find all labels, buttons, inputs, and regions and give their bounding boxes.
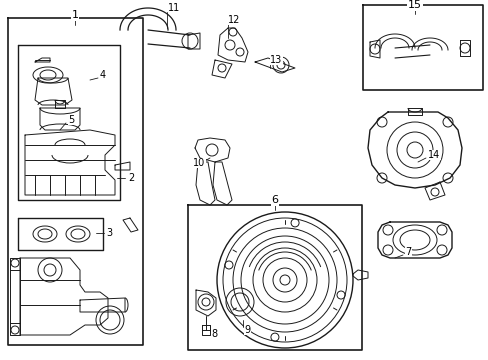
Text: 2: 2 (128, 173, 134, 183)
Text: 1: 1 (71, 10, 79, 20)
Text: 7: 7 (404, 247, 410, 257)
Text: 9: 9 (244, 325, 250, 335)
Text: 14: 14 (427, 150, 439, 160)
Text: 11: 11 (168, 3, 180, 13)
Text: 15: 15 (407, 0, 421, 10)
Text: 12: 12 (227, 15, 240, 25)
Text: 3: 3 (106, 228, 112, 238)
Text: 13: 13 (269, 55, 282, 65)
Text: 4: 4 (100, 70, 106, 80)
Text: 10: 10 (193, 158, 205, 168)
Text: 5: 5 (68, 115, 74, 125)
Text: 8: 8 (210, 329, 217, 339)
Text: 6: 6 (271, 195, 278, 205)
